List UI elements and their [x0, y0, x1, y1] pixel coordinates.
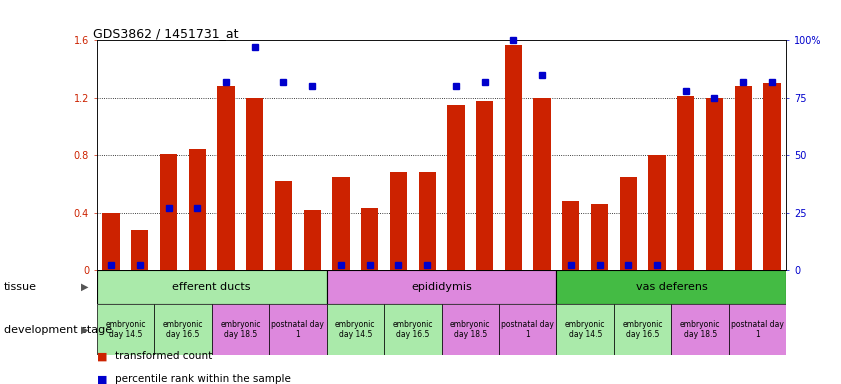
Bar: [103, 212, 119, 270]
Bar: [706, 98, 723, 270]
Text: ■: ■: [97, 351, 107, 361]
Text: embryonic
day 18.5: embryonic day 18.5: [220, 320, 261, 339]
Text: transformed count: transformed count: [115, 351, 213, 361]
Bar: [389, 172, 407, 270]
Text: embryonic
day 14.5: embryonic day 14.5: [335, 320, 376, 339]
Bar: [326, 270, 557, 304]
Bar: [97, 270, 326, 304]
Bar: [131, 230, 148, 270]
Text: percentile rank within the sample: percentile rank within the sample: [115, 374, 291, 384]
Text: epididymis: epididymis: [411, 282, 472, 292]
Bar: [677, 96, 695, 270]
Text: ■: ■: [97, 374, 107, 384]
Bar: [212, 304, 269, 355]
Bar: [275, 181, 292, 270]
Bar: [557, 270, 786, 304]
Bar: [557, 304, 614, 355]
Text: efferent ducts: efferent ducts: [172, 282, 251, 292]
Text: embryonic
day 14.5: embryonic day 14.5: [105, 320, 145, 339]
Text: postnatal day
1: postnatal day 1: [501, 320, 554, 339]
Bar: [533, 98, 551, 270]
Bar: [361, 208, 378, 270]
Bar: [304, 210, 320, 270]
Text: postnatal day
1: postnatal day 1: [272, 320, 325, 339]
Text: embryonic
day 14.5: embryonic day 14.5: [565, 320, 606, 339]
Bar: [154, 304, 212, 355]
Text: development stage: development stage: [4, 324, 113, 334]
Bar: [447, 105, 464, 270]
Bar: [505, 45, 522, 270]
Bar: [160, 154, 177, 270]
Bar: [591, 204, 608, 270]
Bar: [97, 304, 154, 355]
Bar: [735, 86, 752, 270]
Bar: [476, 101, 493, 270]
Text: ▶: ▶: [81, 282, 88, 292]
Text: embryonic
day 16.5: embryonic day 16.5: [162, 320, 204, 339]
Text: embryonic
day 18.5: embryonic day 18.5: [450, 320, 490, 339]
Bar: [419, 172, 436, 270]
Bar: [188, 149, 206, 270]
Bar: [442, 304, 499, 355]
Bar: [269, 304, 326, 355]
Bar: [246, 98, 263, 270]
Bar: [562, 201, 579, 270]
Bar: [620, 177, 637, 270]
Text: vas deferens: vas deferens: [636, 282, 707, 292]
Bar: [499, 304, 557, 355]
Text: embryonic
day 16.5: embryonic day 16.5: [622, 320, 663, 339]
Text: embryonic
day 18.5: embryonic day 18.5: [680, 320, 721, 339]
Bar: [384, 304, 442, 355]
Bar: [648, 155, 665, 270]
Bar: [217, 86, 235, 270]
Bar: [764, 83, 780, 270]
Bar: [671, 304, 729, 355]
Text: GDS3862 / 1451731_at: GDS3862 / 1451731_at: [93, 27, 239, 40]
Text: postnatal day
1: postnatal day 1: [731, 320, 784, 339]
Bar: [729, 304, 786, 355]
Text: ▶: ▶: [81, 324, 88, 334]
Text: tissue: tissue: [4, 282, 37, 292]
Bar: [614, 304, 671, 355]
Bar: [332, 177, 350, 270]
Text: embryonic
day 16.5: embryonic day 16.5: [393, 320, 433, 339]
Bar: [326, 304, 384, 355]
